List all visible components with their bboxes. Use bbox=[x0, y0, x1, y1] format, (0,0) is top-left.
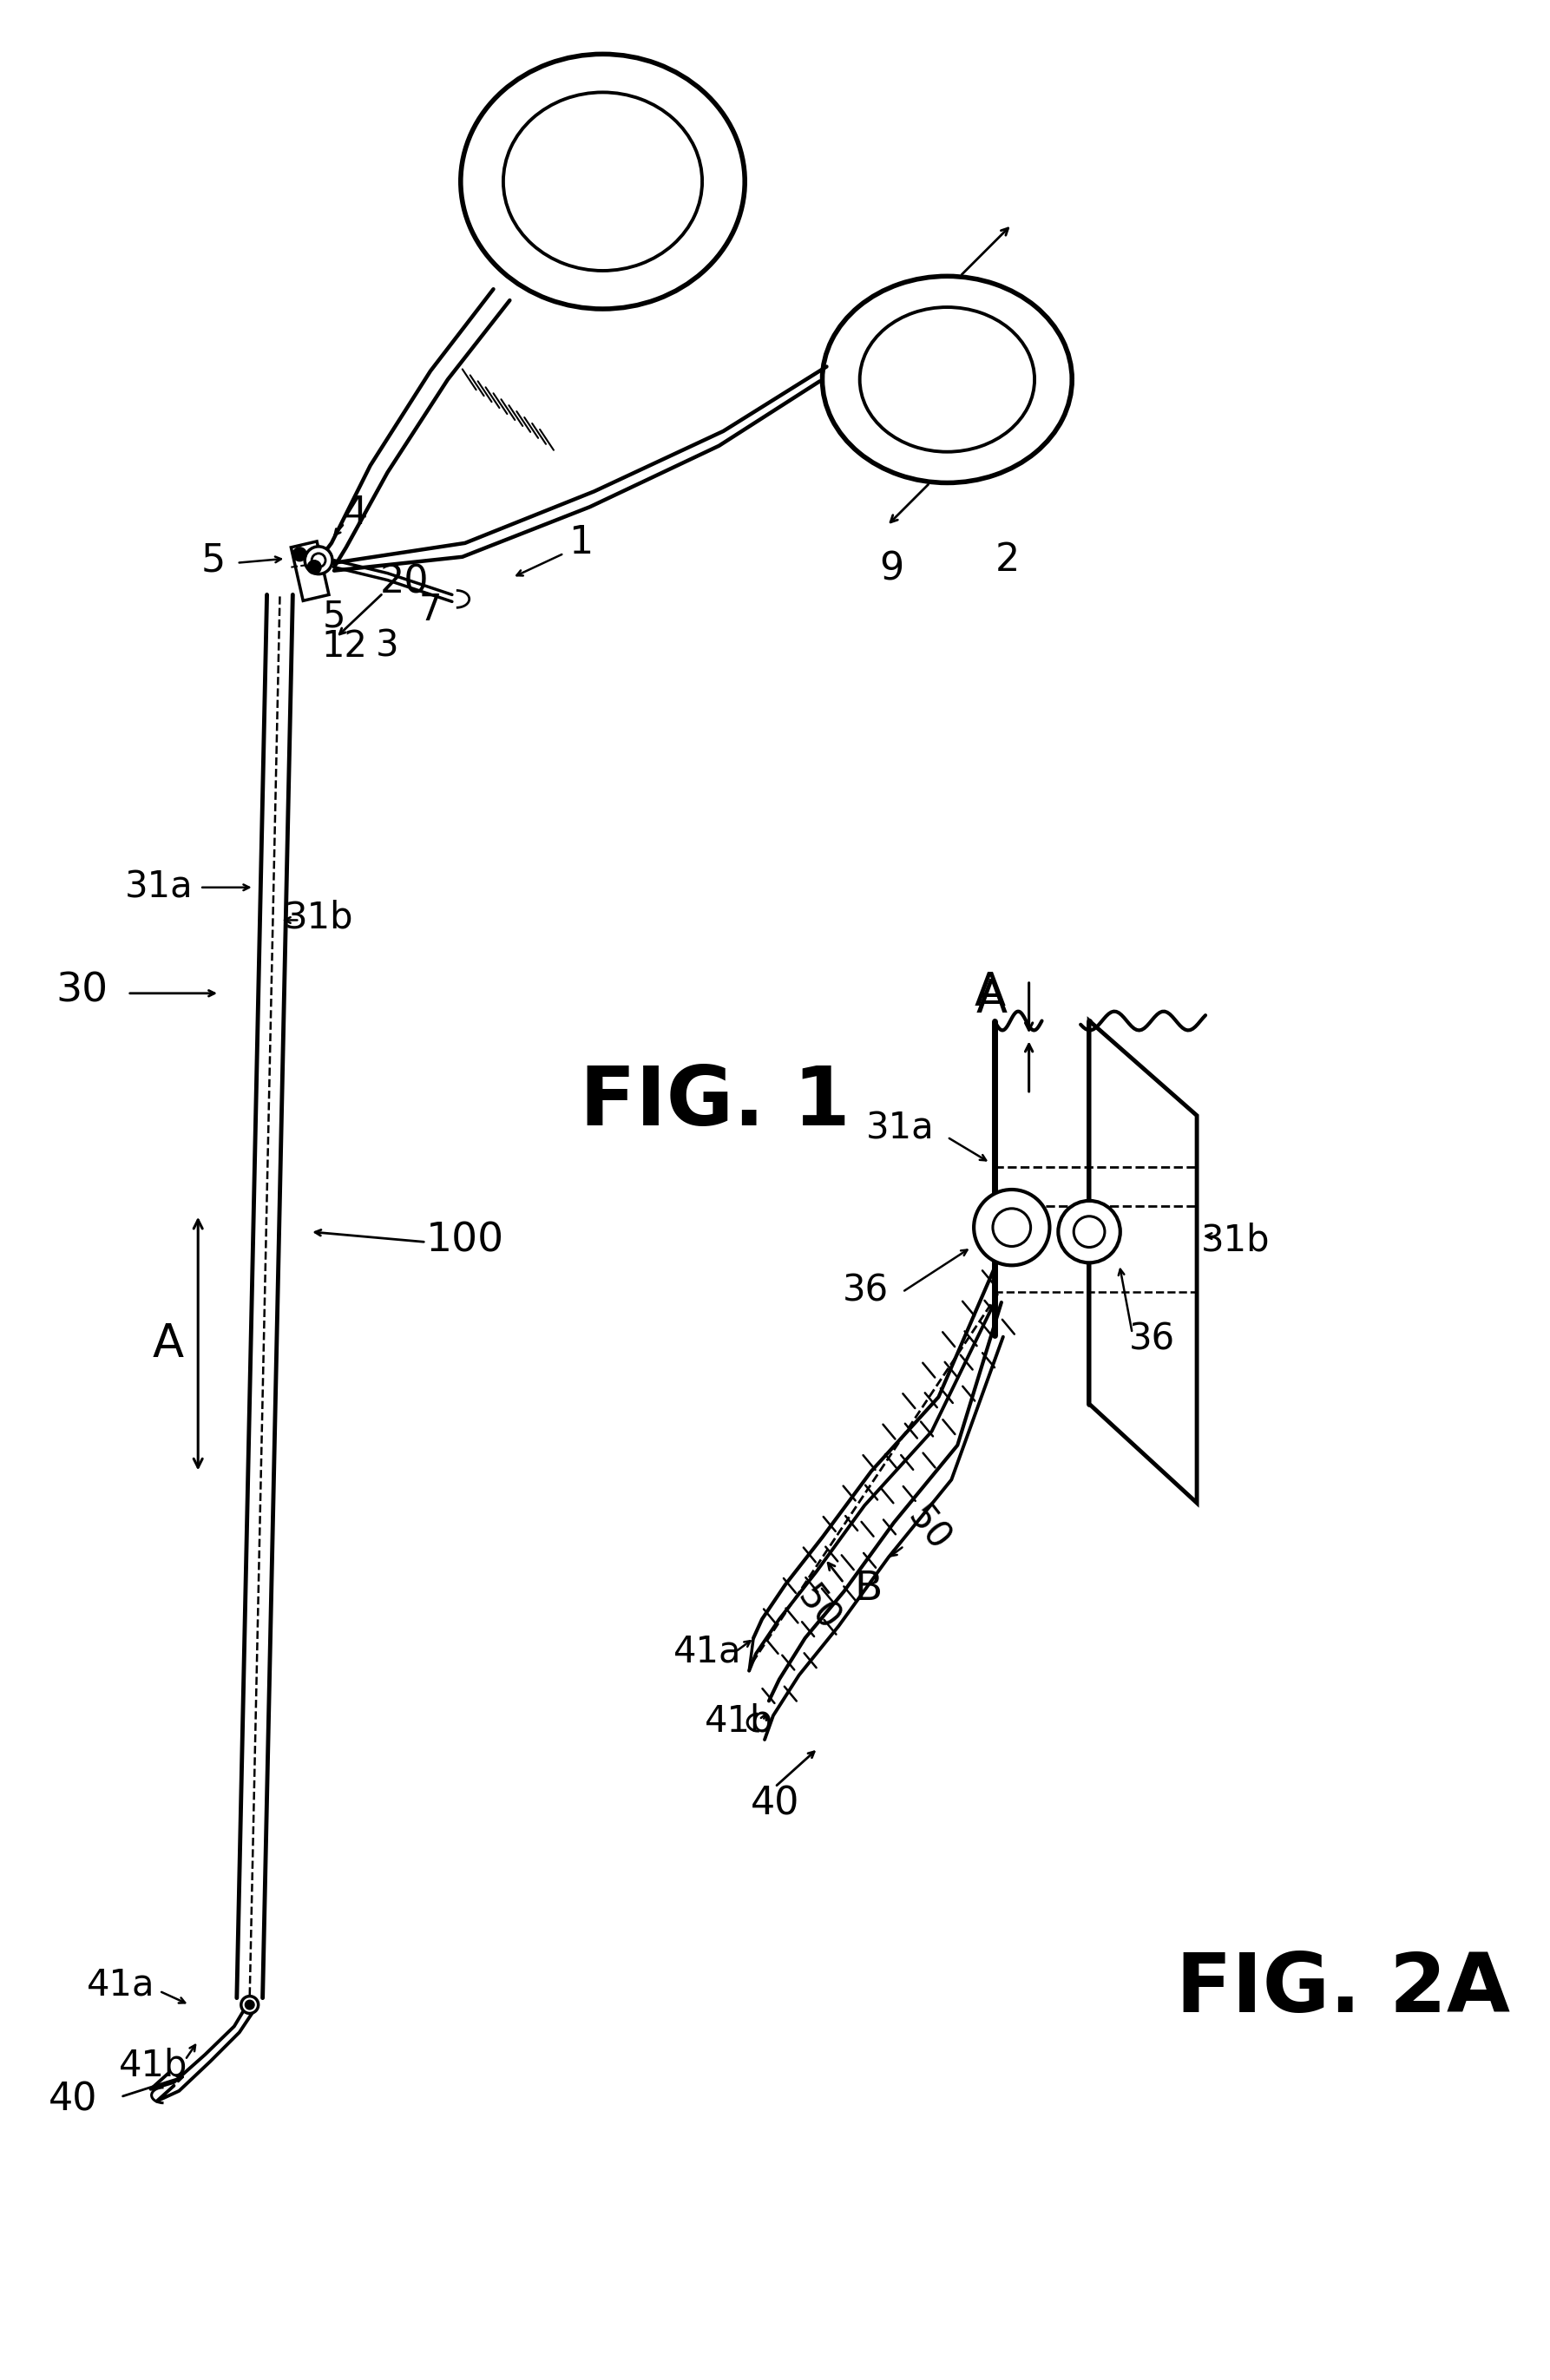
Text: 20: 20 bbox=[380, 564, 429, 600]
Text: 40: 40 bbox=[48, 2080, 98, 2118]
Text: 1: 1 bbox=[569, 524, 594, 562]
Circle shape bbox=[245, 2002, 254, 2009]
Text: 4: 4 bbox=[344, 495, 367, 531]
Text: 3: 3 bbox=[377, 628, 398, 664]
Text: 36: 36 bbox=[1128, 1321, 1175, 1357]
Text: 36: 36 bbox=[842, 1271, 888, 1309]
Polygon shape bbox=[291, 540, 329, 600]
Text: 5: 5 bbox=[202, 543, 226, 578]
Text: A: A bbox=[152, 1321, 183, 1366]
Circle shape bbox=[973, 1190, 1049, 1266]
Text: 9: 9 bbox=[879, 550, 904, 588]
Text: 41b: 41b bbox=[119, 2047, 188, 2082]
Text: 50: 50 bbox=[789, 1580, 846, 1637]
Text: 31b: 31b bbox=[284, 900, 353, 935]
Text: 41b: 41b bbox=[704, 1702, 773, 1740]
Circle shape bbox=[1059, 1202, 1121, 1264]
Circle shape bbox=[312, 555, 326, 566]
Text: 7: 7 bbox=[418, 593, 442, 628]
Text: FIG. 1: FIG. 1 bbox=[580, 1064, 849, 1142]
Text: A: A bbox=[976, 976, 1008, 1021]
Text: 5: 5 bbox=[322, 597, 346, 635]
Text: FIG. 2A: FIG. 2A bbox=[1176, 1949, 1510, 2030]
Text: 41a: 41a bbox=[674, 1633, 742, 1671]
Text: 12: 12 bbox=[321, 628, 367, 664]
Circle shape bbox=[307, 559, 321, 574]
Polygon shape bbox=[1090, 1021, 1197, 1502]
Text: 31a: 31a bbox=[866, 1109, 935, 1147]
Text: 31b: 31b bbox=[1201, 1223, 1269, 1259]
Text: A: A bbox=[975, 971, 1006, 1014]
Text: 100: 100 bbox=[426, 1221, 504, 1259]
Text: 31a: 31a bbox=[126, 869, 194, 907]
Circle shape bbox=[293, 547, 307, 562]
Circle shape bbox=[242, 1997, 259, 2013]
Text: B: B bbox=[854, 1568, 882, 1609]
Text: 40: 40 bbox=[750, 1785, 800, 1823]
Text: 41a: 41a bbox=[87, 1966, 155, 2004]
Circle shape bbox=[305, 547, 332, 574]
Text: 50: 50 bbox=[899, 1499, 956, 1559]
Text: 30: 30 bbox=[56, 971, 108, 1009]
Text: 2: 2 bbox=[995, 543, 1020, 578]
